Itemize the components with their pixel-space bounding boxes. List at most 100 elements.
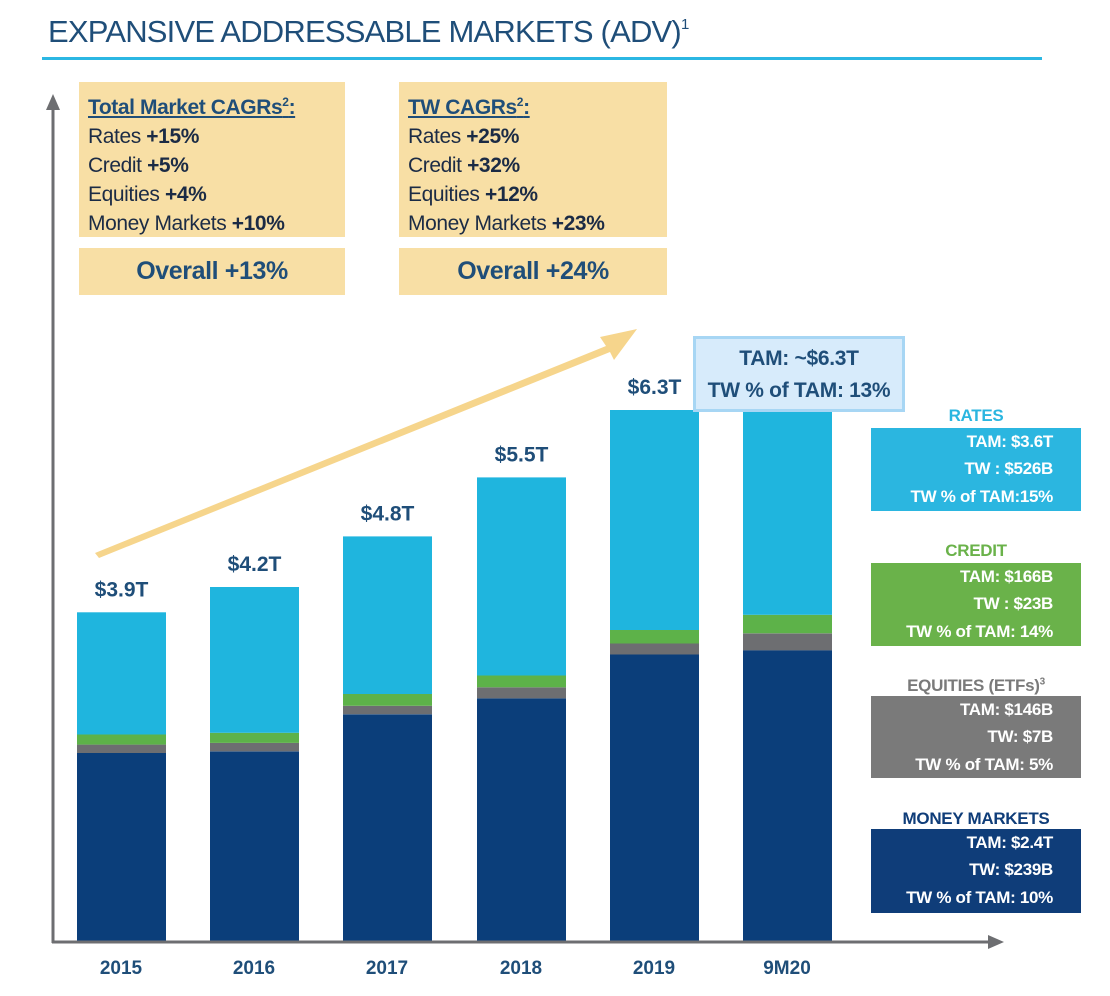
bar-total-label-2017: $4.8T: [361, 502, 415, 525]
tw-cagr-row: Money Markets +23%: [408, 209, 658, 238]
row-value: +32%: [467, 154, 520, 177]
bar-segment-money_markets-2019: [610, 654, 699, 941]
legend-credit-tam: TAM: $166B: [959, 567, 1053, 586]
total-market-row: Rates +15%: [88, 122, 336, 151]
row-label: Money Markets: [408, 212, 552, 235]
legend-equities-tw: TW: $7B: [987, 727, 1053, 746]
legend-credit-pct: TW % of TAM: 14%: [906, 622, 1053, 641]
total-market-cagr-header: Total Market CAGRs2:: [88, 88, 336, 122]
row-label: Rates: [408, 125, 467, 148]
growth-arrow: [95, 329, 637, 558]
bar-segment-credit-9M20: [743, 614, 832, 634]
row-value: +15%: [146, 125, 199, 148]
bar-segment-credit-2015: [77, 734, 166, 745]
bar-total-label-2019: $6.3T: [628, 376, 682, 399]
x-axis-arrowhead: [988, 935, 1004, 949]
legend-title-equities-text: EQUITIES (ETFs): [907, 676, 1040, 695]
legend-money-markets-pct: TW % of TAM: 10%: [906, 888, 1053, 907]
legend-money-markets-tw: TW: $239B: [969, 860, 1053, 879]
bar-segment-rates-2017: [343, 536, 432, 694]
bar-segment-credit-2016: [210, 732, 299, 743]
tw-cagr-row: Credit +32%: [408, 151, 658, 180]
legend-credit-tw: TW : $23B: [973, 594, 1054, 613]
row-label: Rates: [88, 125, 147, 148]
row-value: +25%: [466, 125, 519, 148]
tam-callout: TAM: ~$6.3T TW % of TAM: 13%: [693, 336, 905, 412]
bar-segment-credit-2018: [477, 675, 566, 688]
legend-box-credit: TAM: $166B TW : $23B TW % of TAM: 14%: [871, 563, 1081, 646]
title-footnote: 1: [680, 15, 689, 33]
x-tick-label: 9M20: [763, 958, 811, 979]
legend-box-equities: TAM: $146B TW: $7B TW % of TAM: 5%: [871, 696, 1081, 778]
legend-equities-tam: TAM: $146B: [959, 700, 1053, 719]
legend-title-money-markets: MONEY MARKETS: [902, 809, 1050, 828]
total-market-cagr-box: Total Market CAGRs2: Rates +15% Credit +…: [79, 82, 345, 237]
row-label: Equities: [88, 183, 165, 206]
bar-segment-rates-2018: [477, 477, 566, 676]
bar-segment-rates-9M20: [743, 410, 832, 615]
legend-equities-footnote: 3: [1039, 676, 1046, 688]
x-tick-label: 2019: [632, 958, 676, 979]
bar-segment-money_markets-2015: [77, 753, 166, 941]
bar-segment-equities-2018: [477, 687, 566, 699]
tw-cagr-colon: :: [523, 96, 530, 119]
x-tick-label: 2016: [232, 958, 276, 979]
legend-title-rates: RATES: [948, 406, 1004, 425]
bar-segment-equities-2019: [610, 643, 699, 655]
legend-rates-tw: TW : $526B: [964, 459, 1053, 478]
total-market-overall: Overall +13%: [79, 248, 345, 295]
legend-title-credit: CREDIT: [945, 541, 1007, 560]
row-label: Credit: [408, 154, 468, 177]
legend-money-markets-tam: TAM: $2.4T: [966, 833, 1054, 852]
total-market-row: Equities +4%: [88, 180, 336, 209]
total-market-row: Credit +5%: [88, 151, 336, 180]
title-rule: [42, 57, 1042, 60]
x-tick-label: 2017: [365, 958, 409, 979]
tw-cagr-box: TW CAGRs2: Rates +25% Credit +32% Equiti…: [399, 82, 667, 237]
row-value: +12%: [484, 183, 538, 206]
total-market-cagr-footnote: 2: [282, 95, 289, 109]
bar-total-label-2015: $3.9T: [95, 578, 149, 601]
tw-cagr-footnote: 2: [516, 95, 524, 109]
bar-segment-money_markets-9M20: [743, 650, 832, 941]
tw-cagr-row: Rates +25%: [408, 122, 658, 151]
legend-title-equities: EQUITIES (ETFs)3: [871, 676, 1081, 696]
total-market-cagr-colon: :: [288, 96, 296, 119]
tw-cagr-row: Equities +12%: [408, 180, 658, 209]
page-title-text: EXPANSIVE ADDRESSABLE MARKETS (ADV): [48, 14, 682, 49]
bar-segment-equities-2016: [210, 742, 299, 752]
bar-total-label-2016: $4.2T: [228, 553, 282, 576]
x-tick-label: 2018: [499, 958, 543, 979]
bar-segment-money_markets-2018: [477, 698, 566, 941]
bar-segment-credit-2017: [343, 694, 432, 706]
legend-equities-pct: TW % of TAM: 5%: [915, 755, 1053, 774]
legend-rates-tam: TAM: $3.6T: [966, 432, 1054, 451]
y-axis-arrowhead: [46, 94, 60, 110]
bar-segment-money_markets-2016: [210, 751, 299, 941]
bar-segment-rates-2019: [610, 410, 699, 630]
bars-layer: [77, 410, 832, 941]
row-value: +10%: [231, 212, 285, 235]
tam-callout-line2: TW % of TAM: 13%: [707, 379, 891, 402]
total-market-row: Money Markets +10%: [88, 209, 336, 238]
legend-box-rates: TAM: $3.6T TW : $526B TW % of TAM:15%: [871, 428, 1081, 511]
tw-cagr-header: TW CAGRs2:: [408, 88, 658, 122]
bar-segment-credit-2019: [610, 630, 699, 644]
bar-segment-equities-9M20: [743, 633, 832, 651]
row-label: Money Markets: [88, 212, 232, 235]
bar-segment-rates-2015: [77, 612, 166, 735]
bar-total-label-2018: $5.5T: [495, 443, 549, 466]
row-label: Equities: [408, 183, 485, 206]
legend-rates-pct: TW % of TAM:15%: [910, 487, 1053, 506]
bar-segment-equities-2015: [77, 744, 166, 753]
row-value: +4%: [164, 183, 207, 206]
page-title: EXPANSIVE ADDRESSABLE MARKETS (ADV)1: [48, 14, 689, 50]
bar-segment-money_markets-2017: [343, 714, 432, 941]
total-labels-layer: $3.9T $4.2T $4.8T $5.5T $6.3T: [95, 376, 682, 601]
tam-callout-line1: TAM: ~$6.3T: [739, 347, 859, 370]
row-value: +23%: [551, 212, 605, 235]
x-tick-label: 2015: [99, 958, 143, 979]
tw-overall: Overall +24%: [399, 248, 667, 295]
tw-cagr-header-text: TW CAGRs: [408, 96, 517, 119]
